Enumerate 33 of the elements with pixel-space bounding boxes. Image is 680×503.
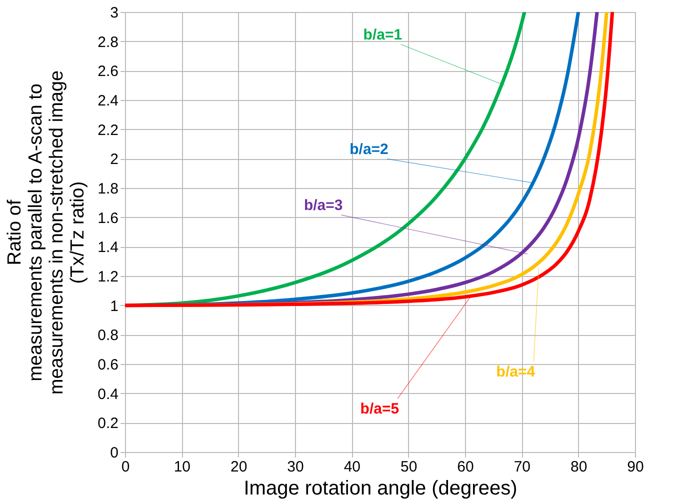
x-tick-label: 50 [400, 458, 418, 476]
x-tick-label: 20 [230, 458, 248, 476]
y-tick-label: 1 [110, 298, 118, 315]
y-tick-label: 1.2 [98, 268, 118, 286]
x-tick-label: 70 [514, 458, 531, 476]
x-tick-label: 60 [457, 458, 474, 476]
y-tick-label: 1.6 [98, 210, 118, 227]
x-tick-label: 40 [344, 458, 361, 476]
annotation: b/a=1 [363, 26, 402, 44]
annotation: b/a=4 [496, 364, 536, 381]
x-tick-label: 30 [287, 458, 304, 476]
y-tick-label: 2 [110, 151, 118, 168]
y-tick-label: 0.6 [98, 356, 118, 374]
annotation: b/a=3 [304, 197, 343, 214]
y-tick-label: 2.4 [98, 92, 118, 110]
y-tick-label: 2.8 [98, 34, 118, 51]
x-tick-label: 10 [174, 458, 191, 476]
x-tick-label: 0 [121, 458, 130, 476]
annotation: b/a=5 [360, 400, 400, 418]
x-tick-label: 90 [627, 458, 644, 476]
y-tick-label: 1.4 [98, 239, 118, 256]
y-tick-label: 0.8 [98, 327, 118, 344]
x-axis-title: Image rotation angle (degrees) [244, 478, 518, 500]
y-tick-label: 3 [110, 4, 118, 22]
y-tick-label: 2.2 [98, 122, 118, 139]
y-tick-label: 1.8 [98, 180, 118, 198]
x-tick-label: 80 [570, 458, 588, 476]
annotation: b/a=2 [350, 140, 388, 158]
y-tick-label: 0.2 [98, 415, 118, 432]
y-axis-title: Ratio of measurements parallel to A-scan to measurements in non-stretched image (Tx/Tz ratio) [4, 70, 89, 395]
y-tick-label: 2.6 [98, 63, 118, 80]
y-tick-label: 0 [110, 444, 118, 462]
y-tick-label: 0.4 [98, 386, 118, 403]
